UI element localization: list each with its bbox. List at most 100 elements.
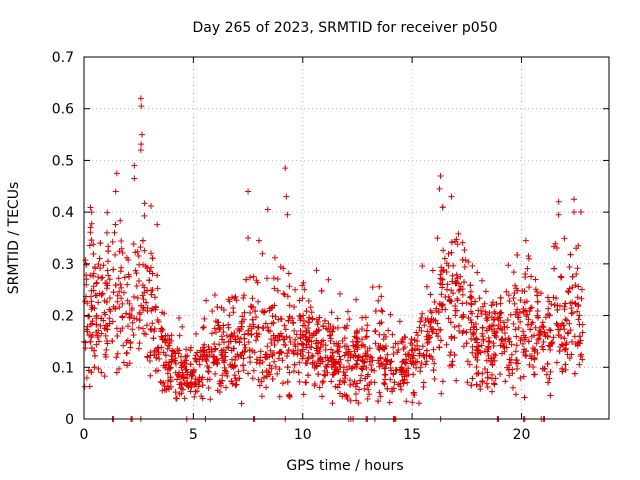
x-tick-label: 15 <box>403 427 421 443</box>
data-point <box>211 353 218 360</box>
data-point <box>198 393 205 400</box>
data-point <box>508 351 515 358</box>
data-point <box>245 188 252 195</box>
data-point <box>116 304 123 311</box>
data-point <box>322 372 329 379</box>
data-point <box>173 395 180 402</box>
data-point <box>282 326 289 333</box>
data-point <box>101 373 108 380</box>
data-point <box>461 264 468 271</box>
data-point <box>481 300 488 307</box>
data-point <box>261 308 268 315</box>
data-point <box>232 293 239 300</box>
data-point <box>169 353 176 360</box>
data-point <box>500 340 507 347</box>
data-point <box>381 371 388 378</box>
data-point <box>376 283 383 290</box>
data-point <box>297 335 304 342</box>
data-point <box>97 322 104 329</box>
data-point <box>348 365 355 372</box>
data-point <box>324 361 331 368</box>
data-point <box>321 317 328 324</box>
data-point <box>252 308 259 315</box>
data-point <box>409 346 416 353</box>
data-point <box>98 330 105 337</box>
data-point <box>163 386 170 393</box>
data-point <box>93 341 100 348</box>
data-point <box>553 320 560 327</box>
data-point <box>414 342 421 349</box>
data-point <box>354 338 361 345</box>
data-point <box>574 294 581 301</box>
data-point <box>130 293 137 300</box>
data-point <box>98 369 105 376</box>
data-point <box>477 349 484 356</box>
data-point <box>474 347 481 354</box>
data-point <box>399 359 406 366</box>
data-point <box>525 255 532 262</box>
data-point <box>259 369 266 376</box>
data-point <box>408 336 415 343</box>
data-point <box>178 381 185 388</box>
data-point <box>227 361 234 368</box>
data-point <box>449 362 456 369</box>
data-point <box>265 327 272 334</box>
data-point <box>532 286 539 293</box>
data-point <box>280 265 287 272</box>
data-point <box>561 235 568 242</box>
data-point <box>517 318 524 325</box>
data-point <box>490 340 497 347</box>
data-point <box>233 381 240 388</box>
data-point <box>112 282 119 289</box>
data-point <box>320 337 327 344</box>
data-point <box>497 371 504 378</box>
data-point <box>544 333 551 340</box>
data-point <box>225 321 232 328</box>
data-point <box>154 221 161 228</box>
data-point <box>222 367 229 374</box>
data-point <box>242 344 249 351</box>
data-point <box>292 343 299 350</box>
data-point <box>316 384 323 391</box>
data-point <box>425 338 432 345</box>
data-point <box>421 353 428 360</box>
data-point <box>115 275 122 282</box>
data-point <box>305 318 312 325</box>
data-point <box>139 282 146 289</box>
data-point <box>418 314 425 321</box>
data-point <box>512 282 519 289</box>
data-point <box>302 379 309 386</box>
data-point <box>365 386 372 393</box>
data-point <box>559 368 566 375</box>
data-point <box>249 295 256 302</box>
y-tick-label: 0 <box>65 412 74 428</box>
data-point <box>130 241 137 248</box>
data-point <box>286 313 293 320</box>
data-point <box>241 335 248 342</box>
data-point <box>300 391 307 398</box>
data-point <box>482 365 489 372</box>
y-tick-label: 0.6 <box>52 102 74 118</box>
data-point <box>479 277 486 284</box>
data-point <box>92 263 99 270</box>
data-point <box>505 262 512 269</box>
data-point <box>246 323 253 330</box>
data-point <box>136 277 143 284</box>
data-point <box>148 287 155 294</box>
y-axis-label: SRMTID / TECUs <box>6 182 22 295</box>
data-point <box>151 351 158 358</box>
data-point <box>550 243 557 250</box>
data-point <box>167 374 174 381</box>
data-point <box>302 360 309 367</box>
data-point <box>216 388 223 395</box>
data-point <box>120 289 127 296</box>
data-point <box>489 299 496 306</box>
data-point <box>284 352 291 359</box>
data-point <box>381 381 388 388</box>
data-point <box>213 329 220 336</box>
data-point <box>352 390 359 397</box>
data-point <box>474 269 481 276</box>
data-point <box>380 336 387 343</box>
data-point <box>164 370 171 377</box>
data-point <box>339 337 346 344</box>
